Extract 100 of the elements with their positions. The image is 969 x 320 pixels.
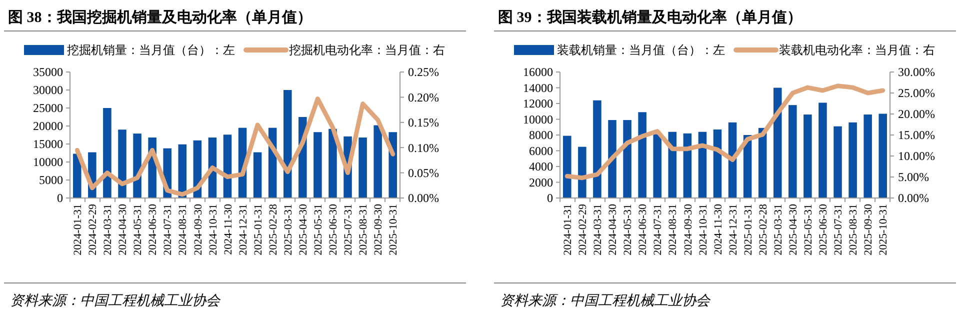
- bar: [653, 134, 662, 198]
- x-tick-label: 2024-04-30: [117, 204, 130, 256]
- x-tick-label: 2025-06-30: [328, 204, 340, 256]
- y2-tick-label: 0.05%: [408, 166, 439, 180]
- y-tick-label: 10000: [33, 155, 63, 170]
- y-tick-label: 25000: [33, 101, 63, 116]
- y-tick-label: 15000: [33, 137, 63, 152]
- x-tick-label: 2024-02-29: [87, 204, 100, 256]
- y2-tick-label: 0.10%: [408, 140, 439, 155]
- x-tick-label: 2025-01-31: [742, 204, 754, 256]
- text: 资料来源：中国工程机械工业协会: [500, 292, 711, 309]
- bar: [878, 114, 887, 198]
- x-tick-label: 2024-03-31: [102, 204, 114, 256]
- y2-tick-label: 0.20%: [408, 90, 439, 104]
- x-tick-label: 2024-03-31: [592, 204, 604, 256]
- y-tick-label: 10000: [523, 112, 553, 126]
- x-tick-label: 2025-01-31: [252, 204, 264, 256]
- x-tick-label: 2025-10-31: [388, 204, 400, 256]
- x-tick-label: 2024-01-31: [562, 204, 574, 256]
- x-tick-label: 2025-03-31: [772, 204, 784, 256]
- x-tick-label: 2025-08-31: [848, 204, 860, 256]
- x-tick-label: 2025-05-31: [802, 204, 815, 256]
- y2-tick-label: 10.00%: [898, 149, 935, 164]
- x-tick-label: 2024-11-30: [222, 204, 234, 255]
- x-tick-label: 2024-07-31: [652, 204, 664, 256]
- bar: [864, 114, 872, 198]
- x-tick-label: 2024-12-31: [727, 204, 740, 256]
- y2-tick-label: 15.00%: [898, 128, 935, 142]
- y-tick-label: 35000: [33, 65, 63, 80]
- bar: [834, 126, 842, 198]
- x-tick-label: 2024-05-31: [622, 204, 634, 256]
- x-tick-label: 2024-08-31: [667, 204, 680, 256]
- bar: [623, 120, 632, 198]
- bar: [118, 130, 126, 198]
- bar: [563, 136, 572, 198]
- bar: [103, 108, 112, 198]
- y-tick-label: 12000: [523, 96, 553, 111]
- chart-title: 图 38：我国挖掘机销量及电动化率（单月值）: [8, 8, 312, 26]
- bar: [788, 105, 797, 198]
- bar: [638, 112, 646, 198]
- y2-tick-label: 0.00%: [898, 191, 929, 206]
- x-tick-label: 2024-11-30: [712, 204, 724, 255]
- bar: [178, 144, 187, 198]
- x-tick-label: 2025-05-31: [312, 204, 325, 256]
- x-tick-label: 2025-04-30: [788, 204, 800, 256]
- y-tick-label: 14000: [523, 80, 553, 95]
- y-tick-label: 16000: [523, 65, 553, 80]
- y2-tick-label: 20.00%: [898, 107, 935, 122]
- x-tick-label: 2025-06-30: [818, 204, 830, 256]
- line-series: [564, 84, 886, 180]
- y-tick-label: 30000: [33, 83, 63, 98]
- bar: [804, 114, 812, 198]
- chart-title: 图 39：我国装载机销量及电动化率（单月值）: [498, 8, 802, 26]
- y-tick-label: 4000: [529, 160, 553, 174]
- bar: [773, 88, 782, 198]
- x-tick-label: 2025-08-31: [358, 204, 370, 256]
- bar: [668, 132, 677, 198]
- y-tick-label: 5000: [39, 173, 63, 188]
- x-tick-label: 2025-02-28: [267, 204, 280, 256]
- y2-tick-label: 5.00%: [898, 170, 929, 184]
- x-tick-label: 2024-06-30: [637, 204, 650, 256]
- x-tick-label: 2024-04-30: [607, 204, 620, 256]
- x-tick-label: 2024-07-31: [162, 204, 174, 256]
- x-tick-label: 2024-01-31: [72, 204, 84, 256]
- x-tick-label: 2024-09-30: [192, 204, 204, 256]
- bar: [388, 132, 397, 198]
- y-tick-label: 0: [547, 191, 553, 206]
- legend-label: 挖掘机销量：当月值（台）：左: [67, 43, 235, 58]
- x-tick-label: 2025-07-31: [342, 204, 355, 256]
- y2-tick-label: 0.25%: [408, 65, 439, 80]
- bar: [358, 138, 367, 198]
- x-tick-label: 2024-09-30: [682, 204, 694, 256]
- legend-label: 挖掘机电动化率：当月值：右: [289, 43, 445, 58]
- bar: [328, 128, 337, 198]
- bar: [848, 122, 857, 198]
- y-tick-label: 2000: [529, 175, 553, 190]
- bar: [73, 154, 82, 198]
- text: 资料来源：中国工程机械工业协会: [10, 292, 221, 309]
- x-tick-label: 2025-10-31: [878, 204, 890, 256]
- bar: [818, 102, 827, 198]
- x-tick-label: 2025-09-30: [372, 204, 385, 256]
- legend-label: 装载机销量：当月值（台）：左: [557, 43, 725, 58]
- x-tick-label: 2025-09-30: [862, 204, 875, 256]
- x-tick-label: 2024-12-31: [237, 204, 250, 256]
- y-tick-label: 8000: [529, 128, 553, 142]
- bar: [578, 146, 586, 198]
- x-tick-label: 2024-06-30: [147, 204, 160, 256]
- x-tick-label: 2024-08-31: [177, 204, 190, 256]
- x-tick-label: 2025-02-28: [757, 204, 770, 256]
- x-tick-label: 2024-10-31: [697, 204, 710, 256]
- y-tick-label: 20000: [33, 119, 63, 134]
- y2-tick-label: 0.00%: [408, 191, 439, 206]
- bar: [283, 90, 292, 198]
- x-tick-label: 2024-05-31: [132, 204, 144, 256]
- x-tick-label: 2024-02-29: [577, 204, 590, 256]
- y-tick-label: 0: [57, 191, 63, 206]
- x-tick-label: 2024-10-31: [207, 204, 220, 256]
- x-tick-label: 2025-07-31: [832, 204, 845, 256]
- x-tick-label: 2025-03-31: [282, 204, 294, 256]
- bar: [608, 120, 616, 198]
